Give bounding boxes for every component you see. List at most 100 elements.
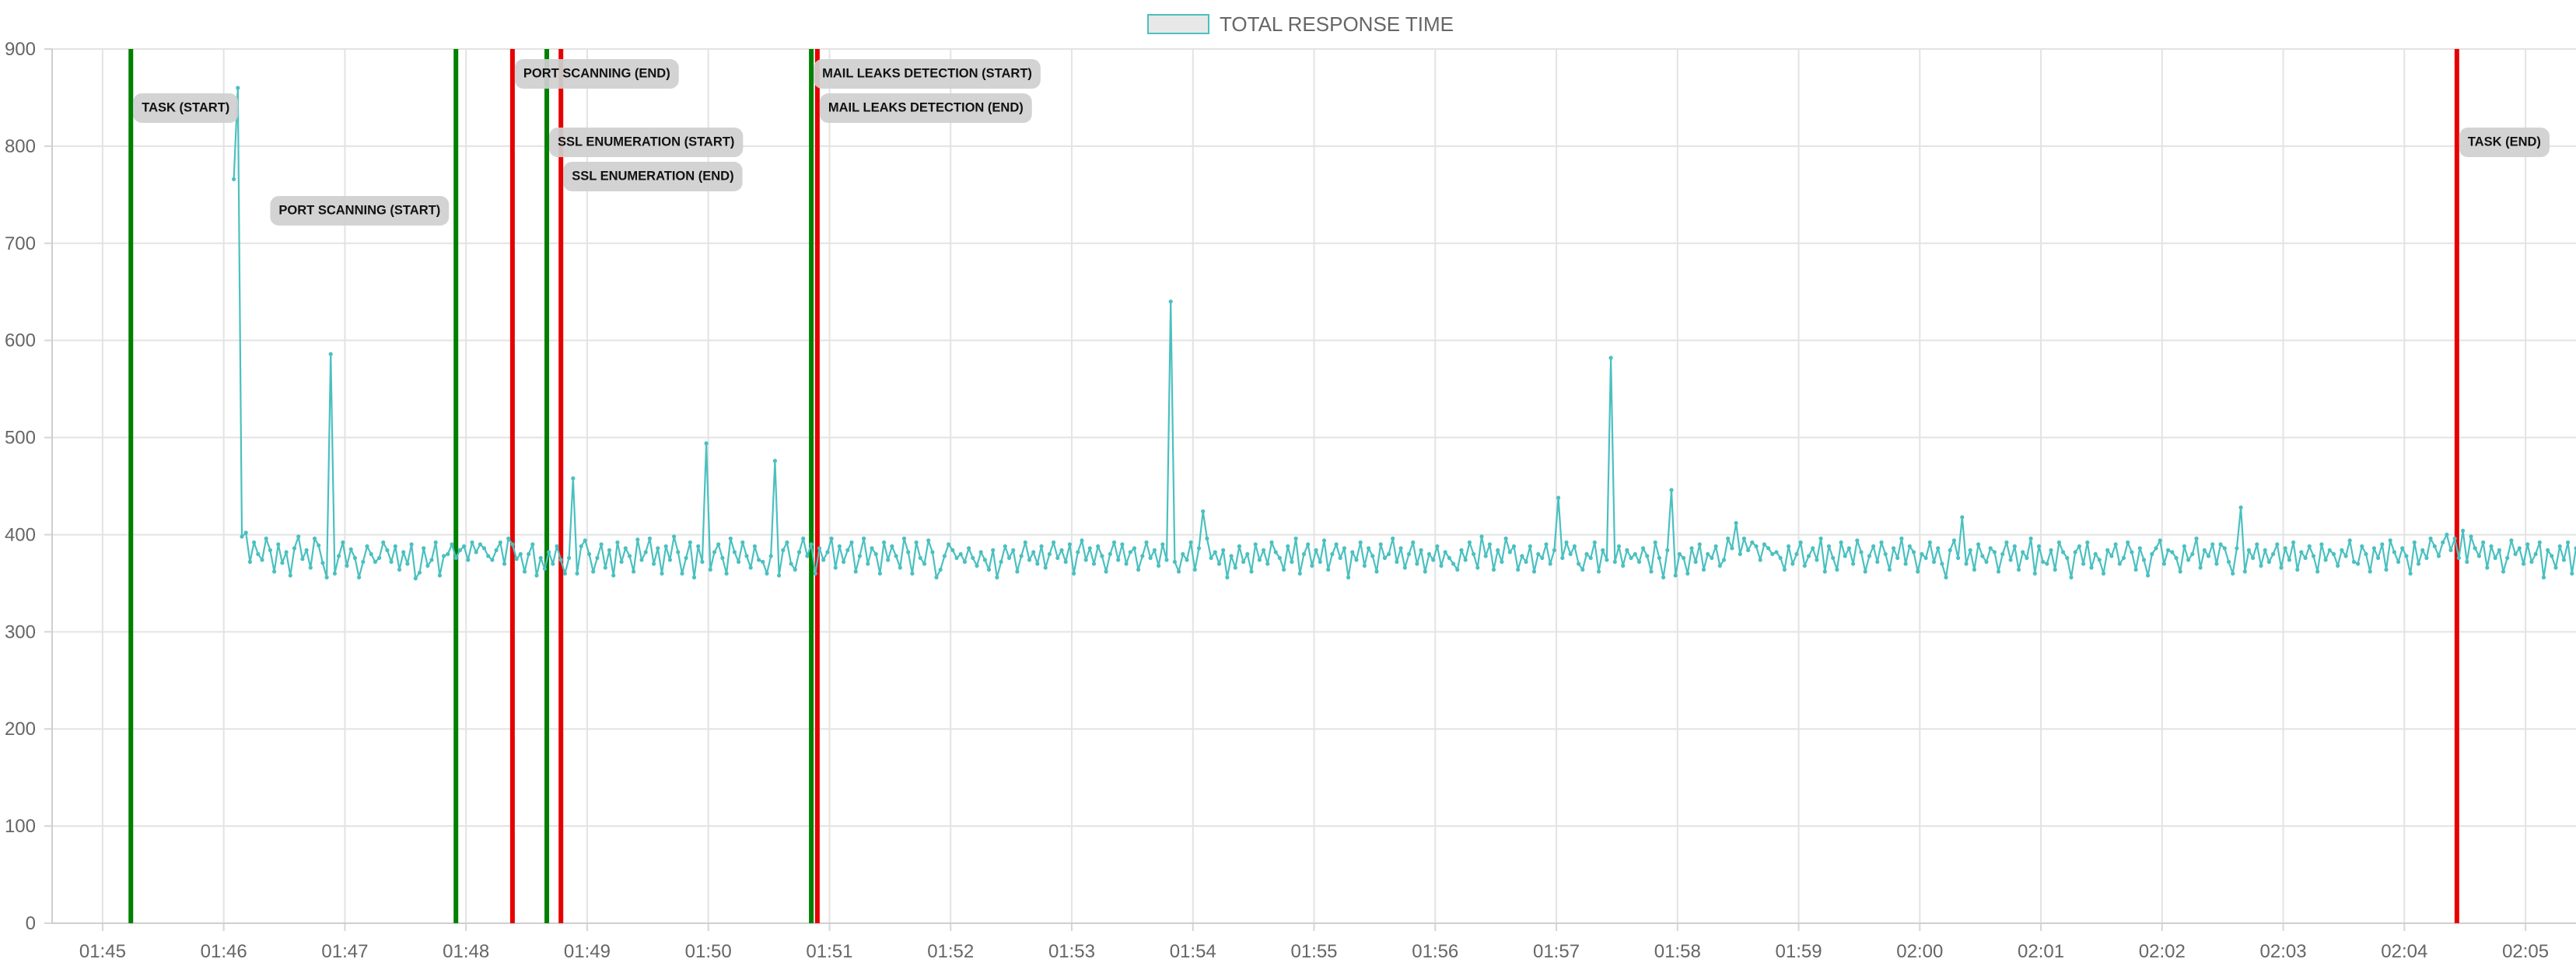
- chart-legend[interactable]: TOTAL RESPONSE TIME: [1147, 12, 1454, 36]
- data-point: [2198, 565, 2203, 570]
- x-tick-label: 01:46: [201, 941, 247, 962]
- data-point: [2137, 546, 2142, 551]
- data-point: [558, 558, 563, 562]
- legend-label: TOTAL RESPONSE TIME: [1220, 12, 1454, 36]
- x-tick-label: 01:54: [1170, 941, 1216, 962]
- data-point: [2311, 554, 2316, 558]
- data-point: [2570, 571, 2574, 576]
- data-point: [2364, 551, 2368, 557]
- data-point: [2028, 536, 2033, 541]
- data-point: [1297, 571, 1302, 576]
- data-point: [1318, 559, 1322, 565]
- data-point: [1528, 544, 1532, 549]
- data-point: [446, 551, 450, 557]
- data-point: [2295, 567, 2300, 572]
- data-point: [2073, 550, 2077, 555]
- legend-swatch: [1147, 14, 1209, 34]
- data-point: [264, 536, 268, 541]
- y-tick-label: 700: [5, 233, 36, 254]
- data-point: [866, 562, 870, 566]
- data-point: [1306, 542, 1311, 547]
- data-point: [825, 550, 830, 555]
- data-point: [720, 555, 725, 561]
- data-point: [930, 550, 935, 555]
- data-point: [1221, 548, 1226, 553]
- data-point: [2266, 559, 2271, 565]
- data-point: [2380, 542, 2385, 547]
- data-point: [1511, 544, 1517, 549]
- data-point: [906, 550, 911, 555]
- data-point: [781, 548, 786, 553]
- data-point: [2214, 562, 2219, 566]
- data-point: [324, 575, 329, 580]
- data-point: [809, 542, 814, 547]
- data-point: [547, 550, 551, 555]
- data-point: [1689, 546, 1694, 551]
- data-point: [1859, 550, 1864, 555]
- data-point: [942, 554, 947, 558]
- data-point: [1451, 562, 1456, 566]
- data-point: [1972, 567, 1976, 572]
- data-point: [1164, 558, 1169, 562]
- data-point: [1584, 551, 1589, 557]
- data-point: [551, 562, 555, 566]
- data-point: [429, 558, 434, 562]
- data-point: [1185, 558, 1189, 562]
- data-point: [1395, 559, 1399, 565]
- data-point: [470, 540, 474, 545]
- data-point: [1067, 542, 1072, 547]
- y-tick-label: 300: [5, 621, 36, 642]
- x-tick-label: 01:57: [1533, 941, 1580, 962]
- data-point: [1548, 562, 1552, 566]
- data-point: [765, 571, 769, 576]
- data-point: [586, 551, 592, 557]
- x-tick-label: 01:50: [685, 941, 732, 962]
- data-point: [2146, 573, 2151, 578]
- data-point: [1758, 558, 1762, 562]
- data-point: [2517, 546, 2522, 551]
- data-point: [2557, 544, 2562, 549]
- annotation-box: [2459, 128, 2550, 157]
- event-annotation: TASK (START): [133, 93, 239, 123]
- data-point: [1920, 551, 1924, 557]
- x-tick-label: 01:49: [564, 941, 611, 962]
- data-point: [1157, 563, 1161, 569]
- data-point: [2574, 546, 2576, 551]
- data-point: [2056, 540, 2061, 545]
- data-point: [2436, 554, 2441, 558]
- data-point: [986, 567, 992, 572]
- data-point: [1875, 559, 1880, 565]
- annotation-box: [819, 93, 1032, 123]
- annotation-label: TASK (END): [2468, 135, 2541, 149]
- data-point: [2537, 540, 2542, 545]
- data-point: [1273, 550, 1278, 555]
- x-tick-label: 01:52: [927, 941, 974, 962]
- data-point: [2178, 569, 2182, 574]
- data-point: [2331, 551, 2336, 557]
- data-point: [817, 546, 822, 551]
- data-point: [522, 569, 527, 574]
- data-point: [2218, 542, 2223, 547]
- data-point: [837, 544, 842, 549]
- data-point: [2275, 542, 2280, 547]
- data-point: [474, 550, 478, 555]
- data-point: [1120, 542, 1125, 547]
- data-point: [453, 555, 458, 561]
- data-point: [1229, 554, 1234, 558]
- data-point: [833, 565, 838, 570]
- data-point: [1181, 551, 1185, 557]
- data-point: [276, 542, 281, 547]
- data-point: [2376, 555, 2381, 561]
- data-point: [1083, 558, 1088, 562]
- data-point: [2416, 562, 2421, 566]
- data-point: [1766, 546, 1771, 551]
- event-annotation: MAIL LEAKS DETECTION (START): [814, 59, 1041, 89]
- data-point: [2546, 548, 2550, 553]
- data-point: [2360, 544, 2364, 549]
- data-point: [481, 546, 487, 551]
- data-point: [373, 559, 377, 565]
- data-point: [2021, 550, 2025, 555]
- data-point: [599, 542, 604, 547]
- event-annotation: MAIL LEAKS DETECTION (END): [819, 93, 1032, 123]
- data-point: [345, 563, 349, 569]
